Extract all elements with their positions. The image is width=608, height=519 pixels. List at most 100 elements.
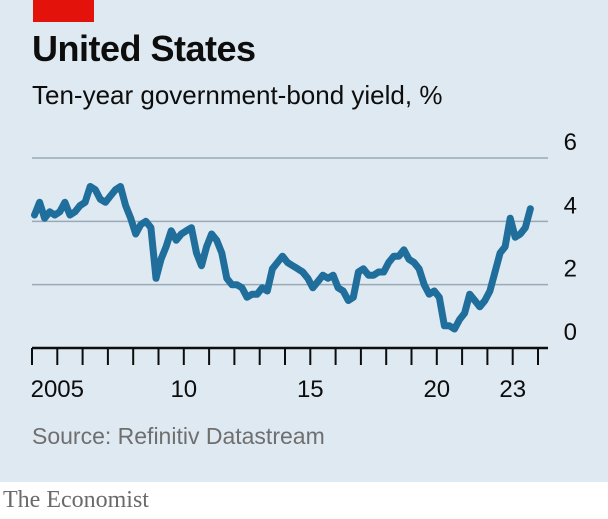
data-point [274,259,281,266]
y-tick-label: 2 [564,256,577,283]
data-point [319,272,327,279]
data-point [46,208,53,215]
data-point [476,303,483,310]
data-point [254,291,261,298]
data-point [178,230,185,238]
data-point [451,325,458,333]
data-point [456,316,463,323]
data-point [157,256,165,263]
x-tick-label: 23 [499,376,526,403]
data-point [360,265,367,272]
x-tick-label: 15 [297,376,324,403]
data-point [345,297,352,304]
data-point [324,275,332,282]
data-point [350,294,357,301]
chart-title: United States [32,28,256,69]
x-tick-label: 20 [423,376,450,403]
y-tick-labels: 0 2 4 6 [564,129,577,346]
data-point [162,243,170,250]
data-point [380,268,387,276]
data-point [370,272,377,279]
data-point [410,259,418,266]
data-point [512,234,519,241]
data-point [304,275,311,282]
gridlines [32,157,548,286]
data-point [431,287,438,295]
data-point [395,253,402,260]
data-point [375,268,382,276]
data-point [233,281,241,288]
data-point [522,224,529,231]
data-point [517,230,524,238]
data-point [355,268,362,276]
data-point [92,186,99,193]
data-point [264,287,271,295]
data-point [87,183,94,190]
data-point [137,221,144,228]
red-tag-logo [33,0,94,22]
data-point [127,215,134,222]
data-point [426,291,433,298]
data-point [117,183,124,190]
source-note: Source: Refinitiv Datastream [32,423,325,449]
x-tick-label: 10 [170,376,197,403]
data-point [481,297,489,304]
data-point [340,287,347,295]
data-point [496,249,504,257]
data-point [491,268,499,276]
data-point [289,262,296,269]
data-point [446,322,453,329]
data-point [294,265,301,272]
brand-logo: The Economist [3,487,149,513]
data-point [76,202,84,209]
data-point [56,208,63,215]
data-point [168,227,175,234]
data-point [218,249,225,257]
data-point [36,199,43,206]
data-point [102,199,109,206]
data-point [198,262,205,269]
data-point [71,208,79,215]
data-point [421,281,428,288]
data-point [248,291,256,298]
data-point [173,237,180,244]
data-point [365,272,372,279]
data-point [243,294,251,301]
data-point [436,294,443,301]
data-point [223,275,230,282]
data-point [486,287,494,295]
data-point [238,284,246,291]
data-point [188,224,195,231]
data-point [309,284,316,291]
data-point [208,230,215,238]
data-point [228,281,236,288]
data-point [51,211,58,219]
data-point [269,265,276,272]
data-point [385,259,392,266]
data-point [329,272,337,279]
data-point [142,218,150,225]
data-point [122,202,129,209]
data-point [41,215,48,222]
data-point [400,246,408,253]
data-point [390,253,397,260]
data-point [81,199,89,206]
x-axis: 2005 10 15 20 23 [31,346,548,403]
data-point [471,297,478,304]
y-tick-label: 6 [564,129,577,156]
data-point [279,253,286,260]
data-point [527,205,534,212]
data-point [152,275,160,282]
data-point [299,268,306,276]
data-point [61,199,69,206]
data-point [405,256,413,263]
line-chart: 0 2 4 6 2005 10 15 20 23 [31,129,577,403]
data-point [461,310,468,317]
data-point [259,284,266,291]
series-layer [31,183,534,333]
y-tick-label: 4 [564,192,577,219]
data-point [415,265,423,272]
data-point [507,215,514,222]
data-point [31,211,38,219]
data-point [501,243,509,250]
